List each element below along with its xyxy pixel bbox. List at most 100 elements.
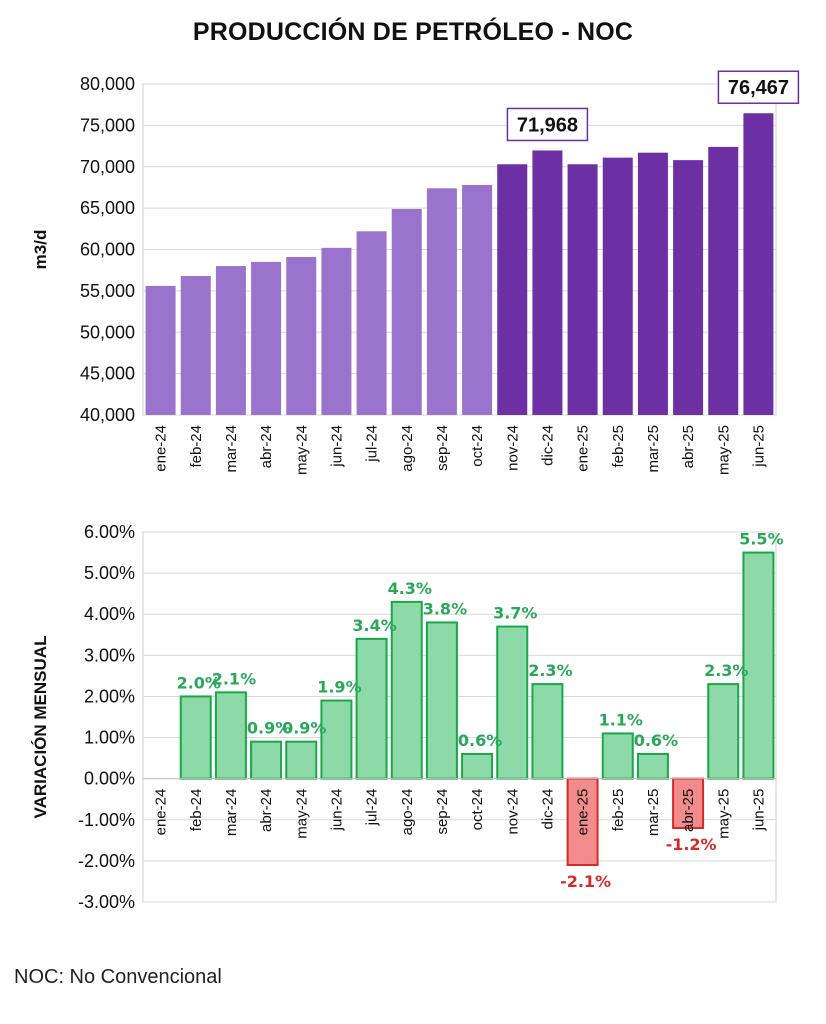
data-label: 1.1%: [599, 710, 643, 729]
footnote: NOC: No Convencional: [14, 966, 222, 988]
data-label: 4.3%: [388, 579, 432, 598]
bar-mar-25: [637, 152, 668, 415]
bar-sep-24: [426, 188, 457, 415]
bar-may-25: [708, 146, 739, 415]
bar-dic-24: [531, 683, 564, 780]
bar-ene-25: [566, 777, 599, 867]
y-tick-label: 0.00%: [84, 769, 135, 789]
x-tick-label: ene-25: [575, 425, 592, 472]
bar-feb-24: [179, 695, 212, 780]
callout-box: [717, 70, 800, 104]
x-tick-label: dic-24: [539, 789, 556, 830]
chart-title: PRODUCCIÓN DE PETRÓLEO - NOC: [192, 18, 634, 46]
bar-abr-24: [251, 261, 282, 415]
bar-feb-25: [602, 157, 633, 415]
x-tick-label: sep-24: [434, 425, 451, 471]
bar-ago-24: [391, 208, 422, 415]
x-tick-label: ago-24: [399, 425, 416, 472]
data-label: 2.1%: [212, 669, 256, 688]
data-label: 2.3%: [704, 661, 748, 680]
x-tick-label: ago-24: [399, 789, 416, 836]
x-tick-label: mar-25: [645, 425, 662, 473]
y-tick-label: 70,000: [80, 157, 135, 177]
x-tick-label: oct-24: [469, 425, 486, 467]
bar-jun-25: [743, 113, 774, 416]
x-tick-label: jun-24: [328, 789, 345, 832]
y-tick-label: 55,000: [80, 281, 135, 301]
y-axis-label: m3/d: [31, 230, 50, 270]
x-tick-label: may-24: [293, 425, 310, 475]
bar-dic-24: [532, 150, 563, 416]
x-tick-label: may-25: [715, 425, 732, 475]
y-tick-label: 50,000: [80, 322, 135, 342]
production-chart: 40,000 45,000 50,000 55,000 60,000 65,000 70,0…: [31, 70, 800, 475]
y-tick-label: 2.00%: [84, 686, 135, 706]
x-tick-label: mar-25: [645, 789, 662, 837]
bar-mar-25: [636, 753, 669, 780]
y-tick-label: 65,000: [80, 198, 135, 218]
bar-feb-24: [180, 275, 211, 415]
data-label: 3.7%: [493, 604, 537, 623]
y-tick-label: 3.00%: [84, 645, 135, 665]
bar-nov-24: [496, 625, 529, 780]
data-label: 3.4%: [352, 616, 396, 635]
y-tick-label: 1.00%: [84, 728, 135, 748]
x-tick-label: jun-25: [750, 425, 767, 468]
data-label: 2.3%: [528, 661, 572, 680]
data-label: 5.5%: [739, 530, 783, 549]
x-tick-label: may-25: [715, 789, 732, 839]
bar-jun-24: [321, 247, 352, 415]
bar-abr-25: [673, 160, 704, 415]
bar-may-24: [286, 256, 317, 415]
callout-label: 76,467: [728, 77, 789, 99]
x-tick-label: oct-24: [469, 789, 486, 831]
bar-may-24: [285, 740, 318, 780]
data-label: 1.9%: [317, 678, 361, 697]
x-tick-label: jul-24: [364, 789, 381, 827]
x-tick-label: ene-25: [575, 789, 592, 836]
x-tick-label: feb-24: [188, 789, 205, 832]
bar-ene-24: [145, 285, 176, 415]
callout-label: 71,968: [517, 114, 578, 136]
x-tick-label: abr-24: [258, 789, 275, 832]
x-tick-label: feb-25: [610, 789, 627, 832]
y-tick-label: 5.00%: [84, 563, 135, 583]
bar-jul-24: [355, 637, 388, 780]
bar-abr-24: [250, 740, 283, 780]
y-axis-label: VARIACIÓN MENSUAL: [31, 636, 50, 819]
bar-jul-24: [356, 231, 387, 415]
bar-jun-24: [320, 699, 353, 780]
y-tick-label: -3.00%: [78, 892, 135, 912]
x-tick-label: jun-25: [750, 789, 767, 832]
data-label: 0.6%: [458, 731, 502, 750]
data-label: -1.2%: [666, 835, 717, 854]
data-label: 0.9%: [282, 719, 326, 738]
y-tick-label: 45,000: [80, 364, 135, 384]
y-tick-label: 4.00%: [84, 604, 135, 624]
x-tick-label: mar-24: [223, 425, 240, 473]
bar-sep-24: [425, 621, 458, 780]
data-label: 3.8%: [423, 599, 467, 618]
x-tick-label: feb-24: [188, 425, 205, 468]
x-tick-label: abr-25: [680, 425, 697, 468]
data-label: -2.1%: [560, 872, 611, 891]
x-tick-label: feb-25: [610, 425, 627, 468]
data-label: 0.6%: [634, 731, 678, 750]
callout-box: [506, 107, 589, 142]
x-tick-label: mar-24: [223, 789, 240, 837]
y-tick-label: 80,000: [80, 74, 135, 94]
bar-oct-24: [462, 184, 493, 415]
data-label: 2.0%: [177, 673, 221, 692]
bar-ago-24: [390, 600, 423, 780]
y-tick-label: 75,000: [80, 115, 135, 135]
variation-chart: -3.00% -2.00% -1.00% 0.00% 1.00% 2.00% 3.00% 4.…: [31, 522, 784, 912]
x-tick-label: ene-24: [153, 789, 170, 836]
x-tick-label: may-24: [293, 789, 310, 839]
bar-feb-25: [601, 732, 634, 780]
bar-mar-24: [215, 266, 246, 415]
x-tick-label: jul-24: [364, 425, 381, 463]
x-tick-label: dic-24: [539, 425, 556, 466]
bar-mar-24: [214, 691, 247, 780]
y-tick-label: 6.00%: [84, 522, 135, 542]
